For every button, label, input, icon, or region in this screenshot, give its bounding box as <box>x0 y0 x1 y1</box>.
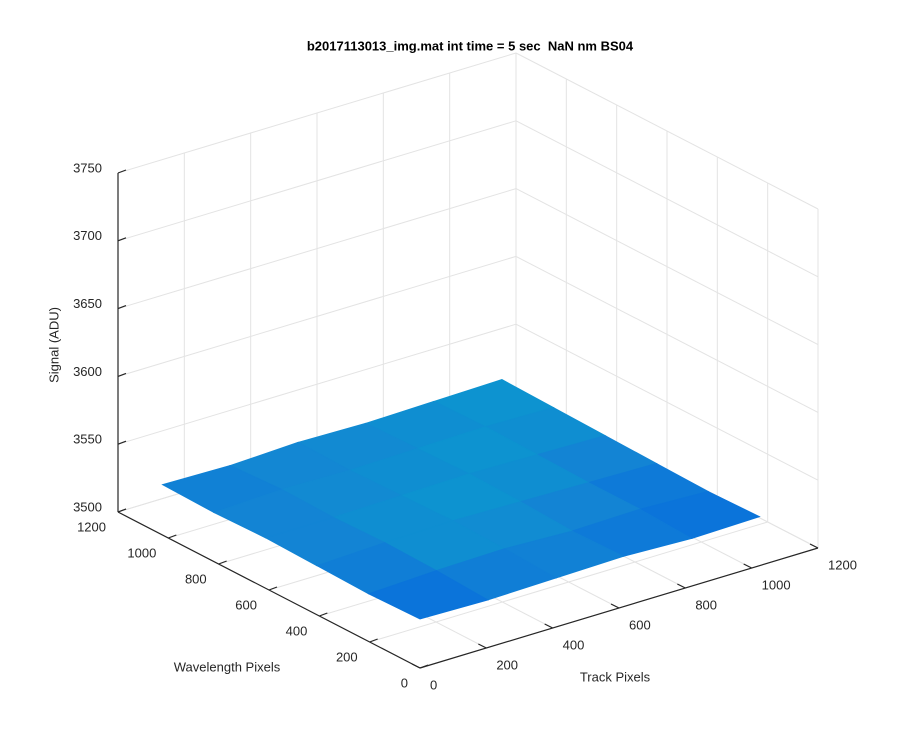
x-tick <box>544 623 553 629</box>
x-tick <box>677 583 686 589</box>
y-tick-label: 800 <box>185 571 207 586</box>
grid-line <box>515 52 819 210</box>
x-axis-label: Track Pixels <box>580 669 651 684</box>
z-tick <box>117 508 127 513</box>
y-tick <box>268 586 278 591</box>
y-tick-label: 600 <box>235 597 257 612</box>
grid-line <box>117 120 517 242</box>
x-tick <box>809 543 819 549</box>
x-tick-label: 0 <box>430 677 437 692</box>
x-tick <box>610 603 620 609</box>
y-tick-label: 400 <box>286 623 308 638</box>
x-tick-label: 800 <box>695 597 717 612</box>
x-tick <box>743 563 752 569</box>
z-axis-label: Signal (ADU) <box>46 307 61 383</box>
x-tick-label: 200 <box>496 657 518 672</box>
y-tick-label: 1000 <box>127 545 156 560</box>
z-tick-label: 3550 <box>73 432 102 447</box>
axes-layer: 0 200 400 600 800 1000 1200 0 200 400 600 800 1000 12… <box>73 160 857 692</box>
z-tick-label: 3600 <box>73 364 102 379</box>
grid-line <box>515 323 819 481</box>
y-tick-label: 200 <box>336 649 358 664</box>
grid-line <box>515 255 819 413</box>
x-tick-label: 1200 <box>828 557 857 572</box>
z-tick <box>117 237 127 242</box>
y-tick <box>319 612 328 617</box>
y-tick-label: 0 <box>401 675 408 690</box>
y-axis-label: Wavelength Pixels <box>174 659 281 674</box>
z-tick-label: 3650 <box>73 296 102 311</box>
chart-title: b2017113013_img.mat int time = 5 sec NaN… <box>307 38 634 53</box>
y-tick <box>168 534 177 539</box>
y-tick-label: 1200 <box>77 519 106 534</box>
z-tick <box>117 440 127 445</box>
y-tick <box>369 638 378 643</box>
x-tick <box>478 643 487 649</box>
grid-line <box>369 521 768 643</box>
x-tick-label: 400 <box>563 637 585 652</box>
x-tick <box>411 663 421 669</box>
grid-line <box>515 188 819 346</box>
grid-line <box>515 120 819 278</box>
z-tick-label: 3750 <box>73 160 102 175</box>
y-tick <box>218 560 227 565</box>
x-tick-label: 600 <box>629 617 651 632</box>
grid-line <box>117 255 517 377</box>
grid-line <box>117 323 517 445</box>
surface-patch <box>367 570 490 620</box>
z-tick <box>117 372 127 377</box>
z-tick-label: 3500 <box>73 499 102 514</box>
y-tick <box>419 664 429 669</box>
z-tick-label: 3700 <box>73 228 102 243</box>
surface <box>161 379 761 620</box>
z-tick <box>117 169 127 174</box>
z-tick <box>117 305 127 310</box>
grid-line <box>117 52 517 174</box>
grid-line <box>117 188 517 310</box>
x-tick-label: 1000 <box>762 577 791 592</box>
